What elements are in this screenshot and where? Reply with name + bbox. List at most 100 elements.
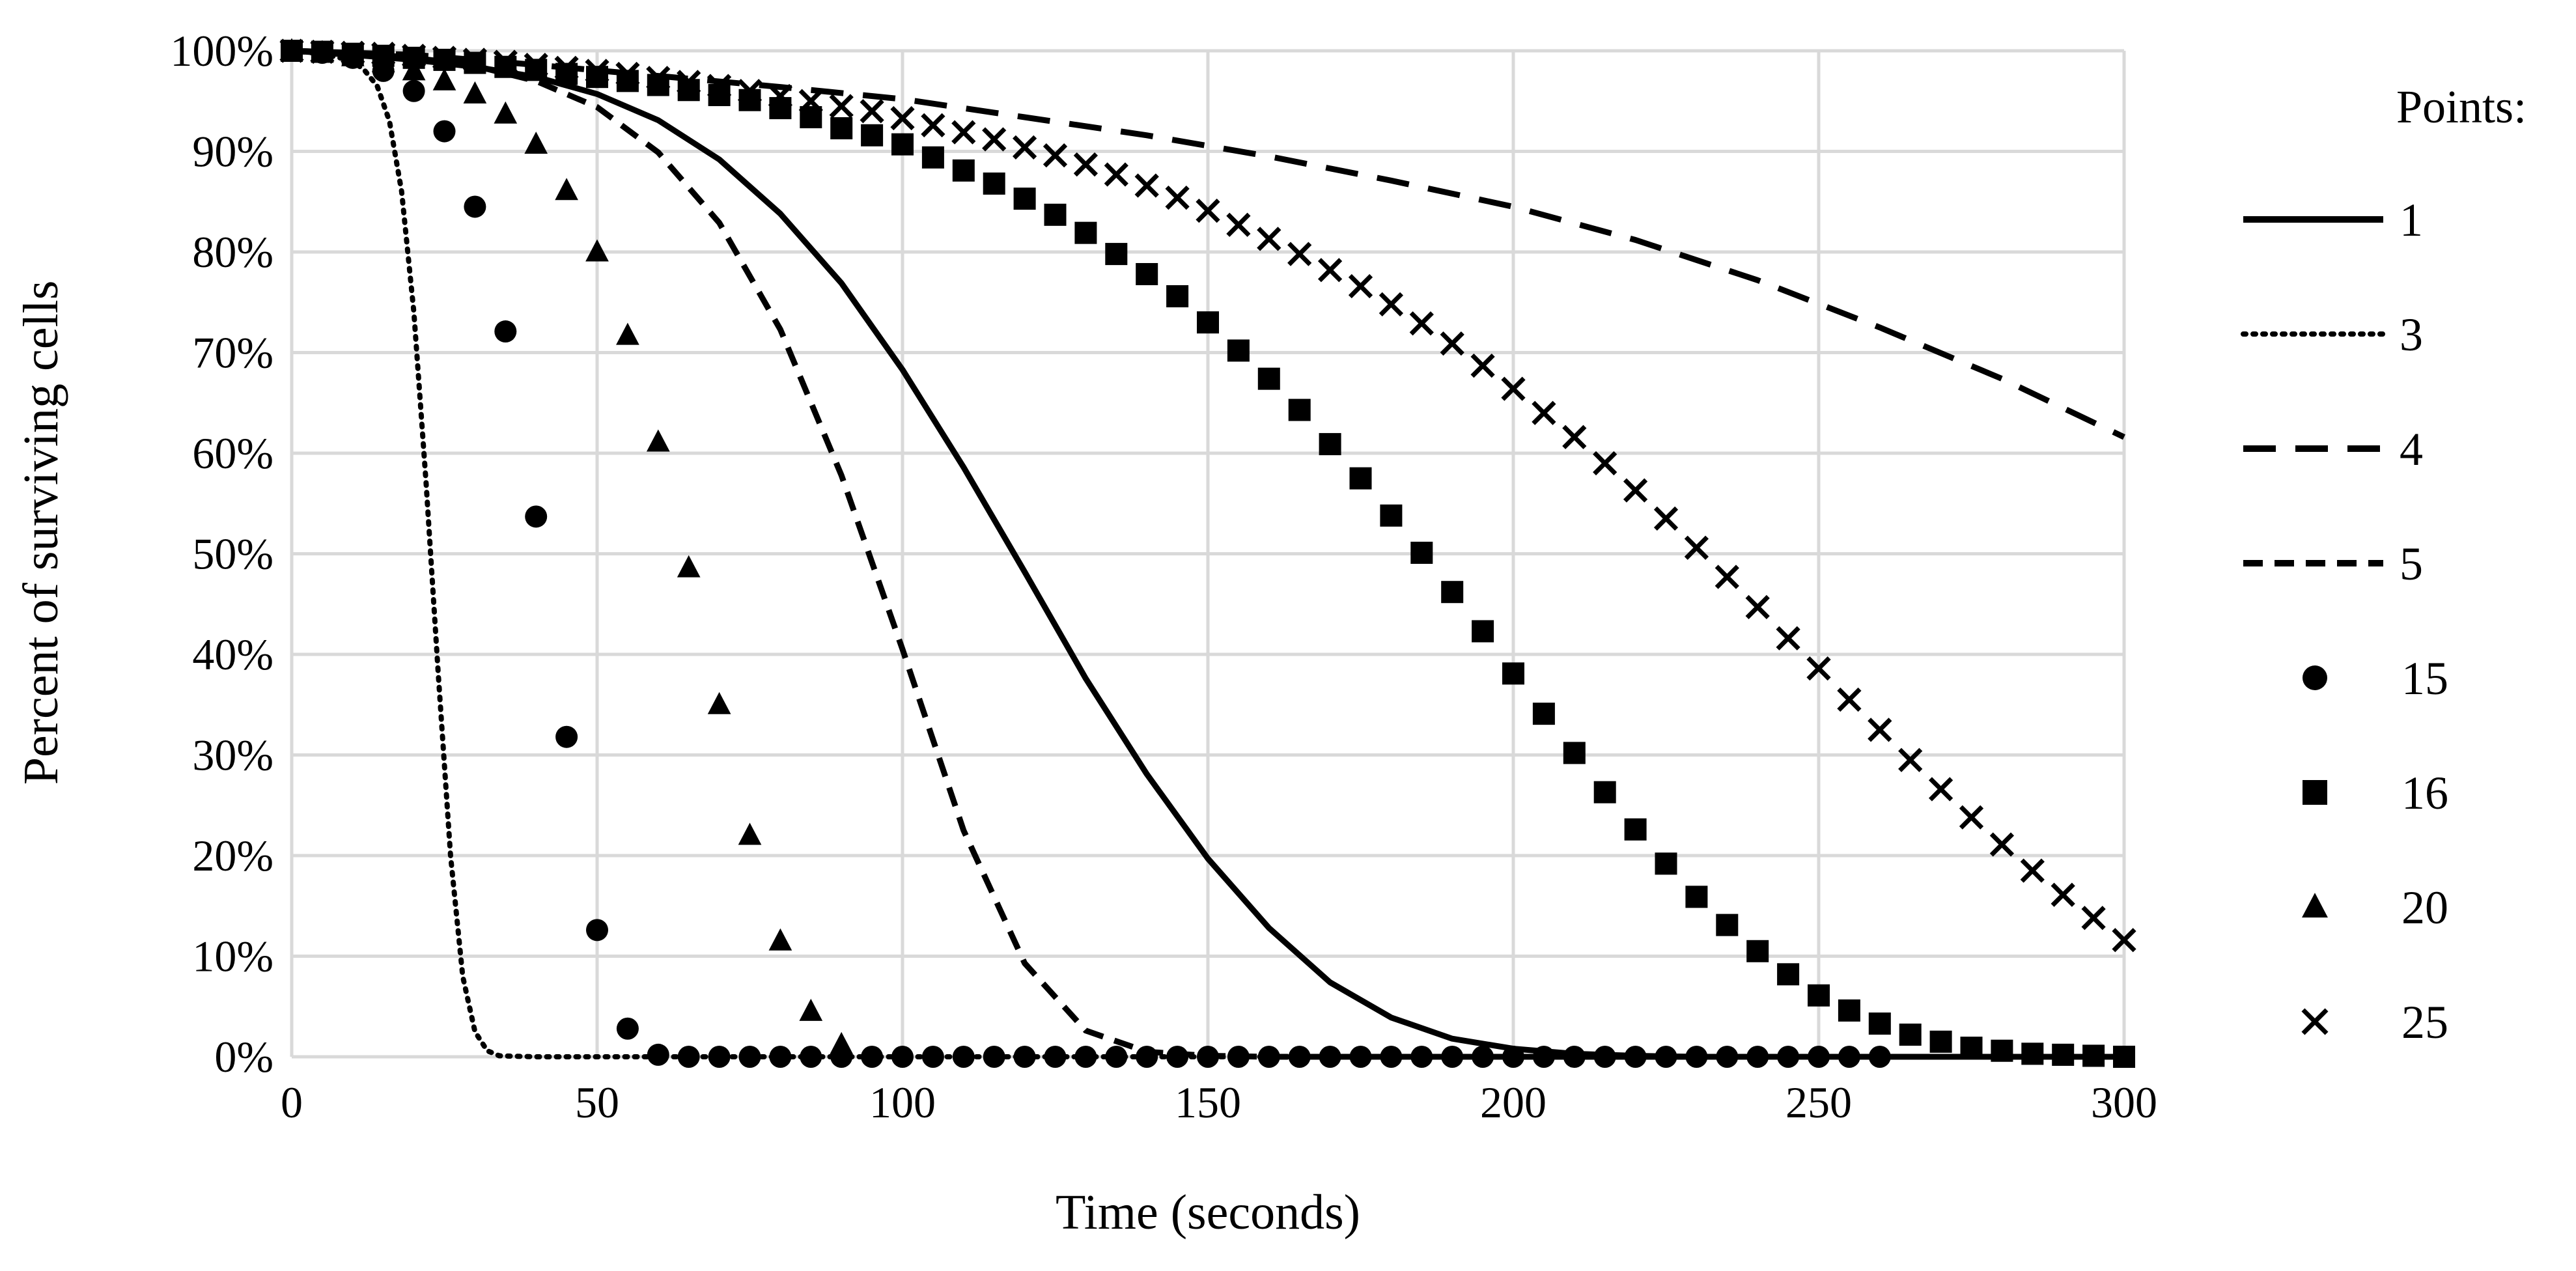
point-x xyxy=(1317,258,1343,283)
point-circle xyxy=(402,79,425,102)
legend-label: 4 xyxy=(2400,423,2423,475)
point-x xyxy=(1623,478,1648,503)
point-x xyxy=(1715,565,1739,589)
point-square xyxy=(2303,780,2327,805)
y-axis: 0% 10% 20% 30% 40% 50% 60% 70% 80% 90% 100% xyxy=(170,26,273,1082)
point-x xyxy=(1043,143,1068,168)
series-3 xyxy=(289,48,2127,1059)
grid-lines xyxy=(290,49,2126,1059)
point-triangle xyxy=(524,132,548,154)
point-x xyxy=(1868,718,1892,742)
point-x xyxy=(1989,832,2015,857)
point-square xyxy=(1074,221,1097,244)
point-x xyxy=(982,127,1007,152)
point-x xyxy=(2112,928,2136,953)
point-square xyxy=(1197,311,1219,334)
point-triangle xyxy=(768,928,792,951)
point-triangle xyxy=(555,178,578,201)
point-triangle xyxy=(799,998,823,1021)
point-x xyxy=(1470,353,1495,378)
point-x xyxy=(1959,805,1984,830)
point-square xyxy=(1532,703,1555,725)
point-square xyxy=(1624,818,1647,841)
point-x xyxy=(1745,594,1770,620)
point-square xyxy=(1655,852,1677,875)
point-circle xyxy=(1410,1046,1433,1068)
point-x xyxy=(1532,400,1556,425)
point-x xyxy=(1257,227,1281,251)
point-x xyxy=(1134,173,1159,198)
point-circle xyxy=(586,919,608,942)
legend-item-4: 4 xyxy=(2243,423,2423,475)
point-square xyxy=(769,97,792,120)
point-x xyxy=(1653,506,1679,531)
y-tick-label: 30% xyxy=(192,731,273,780)
series-line-3 xyxy=(289,48,2127,1059)
point-x xyxy=(1379,292,1404,316)
point-square xyxy=(1013,188,1036,210)
point-x xyxy=(1928,777,1953,802)
point-square xyxy=(1410,541,1433,564)
legend-item-25: 25 xyxy=(2301,996,2448,1048)
point-triangle xyxy=(402,58,426,81)
point-triangle xyxy=(707,691,731,714)
y-tick-label: 90% xyxy=(192,127,273,176)
point-x xyxy=(1287,242,1312,266)
y-tick-label: 0% xyxy=(214,1032,273,1082)
point-square xyxy=(1288,398,1311,421)
point-square xyxy=(952,159,975,182)
point-x xyxy=(585,59,609,83)
point-x xyxy=(1348,273,1373,299)
point-square xyxy=(1899,1024,1922,1046)
point-x xyxy=(1012,135,1037,160)
point-x xyxy=(2301,1008,2329,1035)
legend-label: 3 xyxy=(2400,309,2423,361)
legend: Points: 1 3 4 5 15 16 20 25 xyxy=(2241,81,2527,1048)
point-circle xyxy=(494,320,517,343)
point-circle xyxy=(616,1017,639,1040)
y-tick-label: 50% xyxy=(192,529,273,579)
point-square xyxy=(1777,963,1800,986)
x-tick-label: 0 xyxy=(281,1078,303,1127)
point-x xyxy=(1501,376,1526,401)
legend-label: 16 xyxy=(2401,767,2448,819)
point-x xyxy=(1898,747,1923,772)
point-triangle xyxy=(371,49,395,72)
point-x xyxy=(677,70,701,94)
legend-title: Points: xyxy=(2396,81,2527,133)
point-square xyxy=(891,133,914,156)
point-square xyxy=(1166,285,1189,307)
point-x xyxy=(1409,311,1434,336)
legend-label: 1 xyxy=(2400,194,2423,246)
point-circle xyxy=(2303,665,2327,690)
point-square xyxy=(2021,1042,2044,1065)
legend-item-16: 16 xyxy=(2303,767,2448,819)
point-square xyxy=(830,117,853,139)
point-x xyxy=(1593,451,1617,476)
point-x xyxy=(860,99,884,124)
x-axis-title: Time (seconds) xyxy=(1056,1185,1360,1240)
point-square xyxy=(1563,742,1586,764)
y-tick-label: 40% xyxy=(192,630,273,679)
point-triangle xyxy=(646,429,670,452)
point-x xyxy=(2081,906,2106,930)
point-x xyxy=(1837,687,1862,712)
point-square xyxy=(1929,1030,1952,1053)
y-axis-title: Percent of surviving cells xyxy=(14,281,68,785)
point-square xyxy=(1472,620,1494,643)
point-x xyxy=(798,89,823,113)
point-square xyxy=(1502,662,1524,685)
point-square xyxy=(1136,262,1158,285)
point-x xyxy=(737,79,763,104)
x-tick-label: 250 xyxy=(1785,1078,1852,1127)
y-tick-label: 10% xyxy=(192,932,273,981)
point-square xyxy=(1441,581,1464,604)
point-x xyxy=(951,120,976,145)
point-circle xyxy=(525,505,548,528)
point-square xyxy=(1685,886,1708,908)
point-square xyxy=(1105,243,1128,266)
point-square xyxy=(1746,940,1769,962)
point-x xyxy=(1776,626,1800,650)
point-x xyxy=(2051,882,2075,907)
